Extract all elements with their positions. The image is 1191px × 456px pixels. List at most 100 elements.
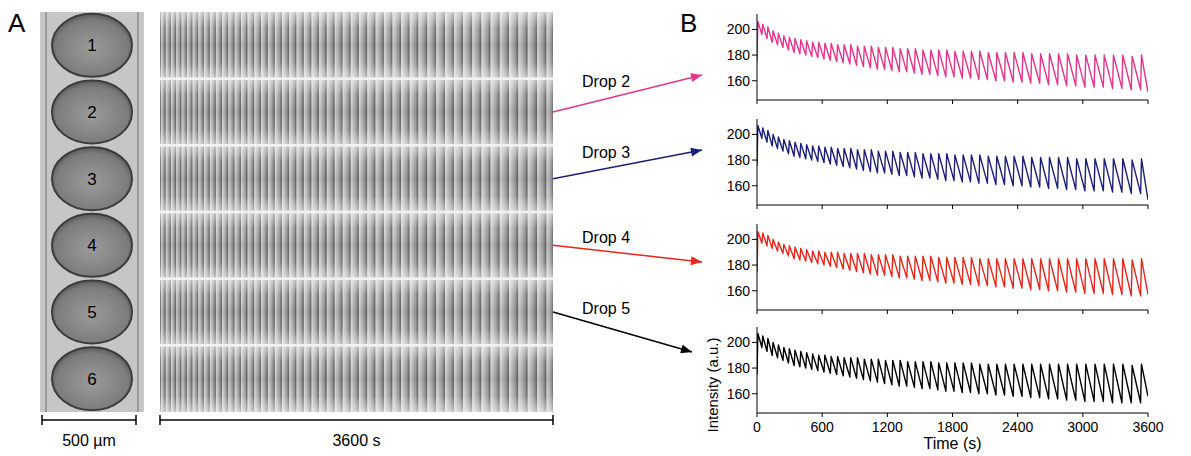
y-axis: [757, 119, 758, 205]
x-tick-label: 600: [810, 419, 834, 435]
arrow-head: [690, 73, 702, 82]
x-tick-label: 0: [753, 419, 761, 435]
scale-bar: [160, 419, 553, 421]
x-tick: [1082, 310, 1083, 314]
arrow-label: Drop 2: [582, 73, 630, 90]
x-tick-label: 3600: [1132, 419, 1163, 435]
droplet: [52, 147, 132, 210]
droplet-label: 3: [87, 170, 96, 189]
y-tick-label: 200: [727, 21, 751, 37]
x-tick: [1082, 413, 1083, 417]
series-line: [757, 232, 1148, 296]
x-tick: [1148, 100, 1149, 104]
series-group: [757, 22, 1148, 93]
y-tick: [752, 393, 757, 394]
y-tick: [752, 185, 757, 186]
y-tick-label: 160: [727, 178, 751, 194]
scale-bar-end: [552, 415, 554, 425]
y-tick: [752, 55, 757, 56]
x-tick: [887, 205, 888, 209]
droplet-label: 2: [87, 103, 96, 122]
y-tick-label: 200: [727, 334, 751, 350]
kymograph-row-shade: [160, 212, 553, 279]
droplet-label: 6: [87, 370, 96, 389]
series-line: [757, 22, 1148, 93]
scale-bar-end: [41, 415, 43, 425]
channel-wall: [45, 12, 47, 412]
y-tick-label: 180: [727, 360, 751, 376]
droplet-label: 1: [87, 36, 96, 55]
x-tick: [1017, 100, 1018, 104]
kymograph-row-shade: [160, 12, 553, 79]
kymograph-row-border: [160, 144, 553, 147]
scale-bar-label: 3600 s: [332, 432, 380, 449]
y-tick-label: 160: [727, 386, 751, 402]
y-tick: [752, 290, 757, 291]
droplet: [52, 214, 132, 277]
y-tick: [752, 342, 757, 343]
panel-letter: A: [8, 8, 26, 38]
y-axis-title: Intensity (a.u.): [704, 337, 721, 432]
kymograph-row-border: [160, 277, 553, 280]
y-axis: [757, 224, 758, 310]
x-tick: [887, 310, 888, 314]
droplet-label: 4: [87, 236, 96, 255]
droplet: [52, 81, 132, 144]
kymograph: [160, 12, 553, 412]
y-tick: [752, 29, 757, 30]
y-tick-label: 160: [727, 73, 751, 89]
x-tick: [952, 413, 953, 417]
arrow-head: [680, 345, 692, 354]
x-tick: [757, 100, 758, 104]
x-tick: [1148, 205, 1149, 209]
arrow-head: [691, 256, 702, 265]
series-group: [757, 125, 1148, 199]
y-axis: [757, 14, 758, 100]
scale-bar-end: [159, 415, 161, 425]
x-tick-label: 2400: [1002, 419, 1033, 435]
series-line: [757, 125, 1148, 199]
kymograph-row-border: [160, 211, 553, 214]
scale-bar-end: [135, 415, 137, 425]
kymograph-row-shade: [160, 279, 553, 346]
kymograph-row-shade: [160, 345, 553, 412]
x-tick: [822, 413, 823, 417]
x-tick-label: 1200: [872, 419, 903, 435]
x-tick: [952, 310, 953, 314]
droplet: [52, 14, 132, 77]
x-tick: [822, 100, 823, 104]
y-tick-label: 160: [727, 283, 751, 299]
y-tick: [752, 239, 757, 240]
x-tick: [1017, 310, 1018, 314]
x-tick: [1148, 310, 1149, 314]
kymograph-row-shade: [160, 79, 553, 146]
x-tick: [757, 413, 758, 417]
scale-bar: [42, 419, 136, 421]
x-tick: [1017, 205, 1018, 209]
x-tick: [1148, 413, 1149, 417]
kymograph-row-shade: [160, 145, 553, 212]
x-axis-title: Time (s): [923, 435, 981, 452]
y-tick-label: 200: [727, 126, 751, 142]
arrow-label: Drop 3: [582, 144, 630, 161]
channel-wall: [137, 12, 139, 412]
x-tick: [887, 100, 888, 104]
y-axis: [757, 327, 758, 413]
y-tick-label: 180: [727, 257, 751, 273]
x-tick-label: 1800: [937, 419, 968, 435]
arrow-label: Drop 4: [582, 229, 630, 246]
x-tick: [757, 205, 758, 209]
y-tick: [752, 80, 757, 81]
droplet-label: 5: [87, 303, 96, 322]
y-tick: [752, 160, 757, 161]
x-tick: [1017, 413, 1018, 417]
y-tick: [752, 265, 757, 266]
scale-bar-label: 500 µm: [62, 432, 116, 449]
x-tick: [1082, 100, 1083, 104]
x-tick: [1082, 205, 1083, 209]
kymograph-row-border: [160, 344, 553, 347]
x-tick: [822, 310, 823, 314]
x-tick: [887, 413, 888, 417]
x-tick: [822, 205, 823, 209]
figure: AB123456500 µm3600 s16018020016018020016…: [0, 0, 1191, 456]
